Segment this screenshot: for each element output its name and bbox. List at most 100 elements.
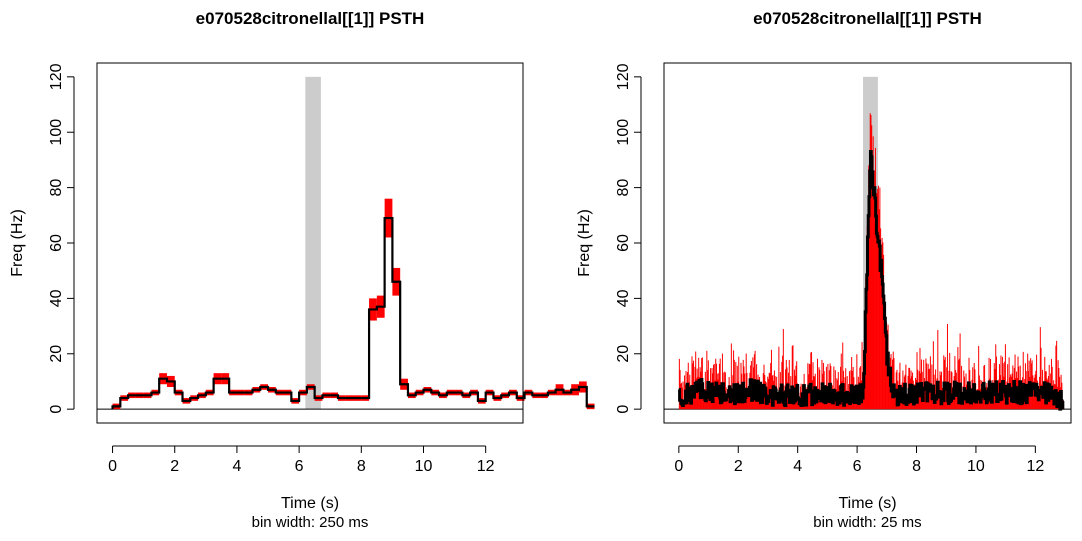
error-spike (877, 185, 879, 410)
error-spike (938, 391, 940, 410)
error-spike (747, 389, 749, 410)
error-spike (861, 342, 863, 410)
error-spike (1022, 351, 1024, 410)
y-tick-label: 0 (615, 405, 632, 414)
y-tick-label: 120 (615, 63, 632, 90)
error-spike (833, 366, 835, 410)
error-spike (691, 356, 693, 410)
error-spike (745, 353, 747, 410)
error-spike (867, 205, 869, 410)
x-axis-title: Time (s) (838, 495, 896, 512)
x-tick-label: 2 (170, 458, 179, 475)
error-spike (738, 356, 740, 410)
error-spike (1057, 360, 1059, 410)
error-spike (874, 147, 876, 410)
y-tick-label: 120 (48, 63, 65, 90)
error-spike (875, 206, 877, 410)
x-tick-label: 12 (1026, 458, 1044, 475)
psth-step-line (111, 216, 595, 410)
error-spike (706, 350, 708, 410)
error-spike (956, 385, 958, 410)
error-spike (873, 188, 875, 410)
error-spike (758, 396, 760, 410)
error-spike (1038, 399, 1040, 410)
error-spike (697, 376, 699, 410)
error-spike (952, 397, 954, 410)
x-tick-label: 8 (912, 458, 921, 475)
error-spike (695, 378, 697, 410)
error-spike (1042, 388, 1044, 410)
error-spike (869, 113, 871, 410)
y-tick-label: 0 (48, 405, 65, 414)
error-spike (799, 386, 801, 410)
error-spike (840, 353, 842, 410)
error-spike (721, 353, 723, 410)
error-spike (923, 359, 925, 410)
error-spike (770, 349, 772, 410)
error-spike (1000, 355, 1002, 410)
error-spike (951, 372, 953, 410)
error-spike (837, 371, 839, 410)
error-spike (961, 402, 963, 410)
error-spike (1036, 354, 1038, 410)
error-spike (719, 358, 721, 410)
error-spike (678, 358, 680, 410)
error-spike (741, 398, 743, 410)
error-spike (883, 300, 885, 410)
y-axis-title: Freq (Hz) (576, 209, 593, 277)
error-spike (842, 342, 844, 410)
error-spike (874, 170, 876, 410)
error-spike (1017, 356, 1019, 410)
error-spike (926, 398, 928, 410)
error-spike (682, 381, 684, 410)
error-spike (870, 115, 872, 410)
error-spike (937, 330, 939, 410)
chart-title: e070528citronellal[[1]] PSTH (753, 9, 982, 28)
error-spike (1055, 345, 1057, 410)
error-spike (782, 355, 784, 410)
error-spike (882, 242, 884, 410)
error-spike (862, 397, 864, 410)
error-spike (946, 323, 948, 410)
error-spike (957, 347, 959, 410)
x-tick-label: 12 (477, 458, 495, 475)
error-spike (883, 254, 885, 410)
error-spike (1027, 353, 1029, 410)
x-axis-title: Time (s) (281, 495, 339, 512)
x-tick-label: 10 (967, 458, 985, 475)
error-spike (760, 399, 762, 410)
error-spike (1056, 340, 1058, 410)
error-spike (1004, 344, 1006, 410)
error-spike (880, 253, 882, 410)
error-spike (1026, 401, 1028, 410)
psth-step-line (678, 150, 1065, 411)
error-spike (945, 381, 947, 410)
error-spike (932, 398, 934, 410)
error-spike (929, 356, 931, 410)
y-tick-label: 20 (615, 345, 632, 363)
error-spike (856, 354, 858, 410)
y-tick-label: 60 (48, 234, 65, 252)
error-spike (812, 362, 814, 410)
x-tick-label: 4 (793, 458, 802, 475)
error-spike (1058, 367, 1060, 410)
error-spike (866, 226, 868, 410)
x-tick-label: 0 (108, 458, 117, 475)
error-spike (1033, 381, 1035, 410)
y-tick-label: 100 (615, 119, 632, 146)
error-spike (792, 345, 794, 410)
error-spike (876, 193, 878, 410)
error-spike (1001, 397, 1003, 410)
error-spike (733, 350, 735, 410)
error-spike (916, 352, 918, 410)
error-spike (964, 392, 966, 410)
x-tick-label: 10 (415, 458, 433, 475)
error-spike (949, 352, 951, 410)
error-spike (995, 344, 997, 410)
stimulus-band (305, 76, 321, 410)
error-spike (693, 391, 695, 410)
error-spike (871, 163, 873, 410)
